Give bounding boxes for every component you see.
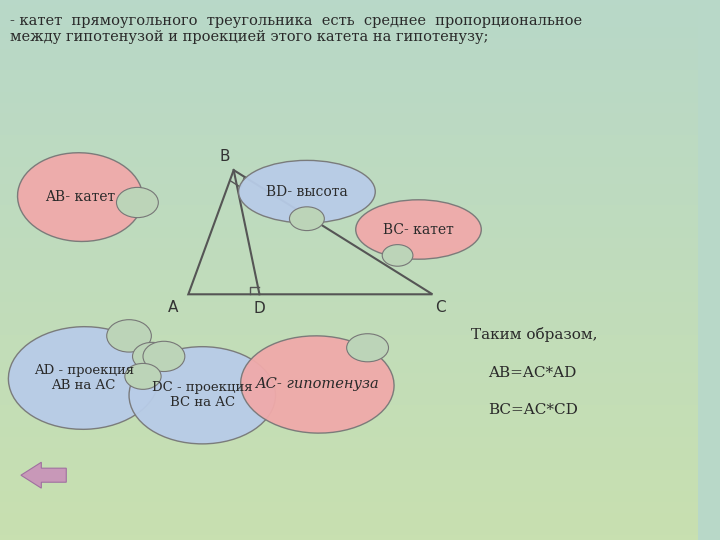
Polygon shape	[21, 462, 66, 488]
Text: BC=AC*CD: BC=AC*CD	[488, 403, 578, 417]
Text: Таким образом,: Таким образом,	[471, 327, 598, 342]
Ellipse shape	[289, 207, 324, 231]
Text: B: B	[220, 149, 230, 164]
Ellipse shape	[240, 336, 394, 433]
Text: A: A	[168, 300, 178, 315]
Ellipse shape	[107, 320, 151, 352]
Text: D: D	[253, 301, 266, 316]
Text: AB=AC*AD: AB=AC*AD	[488, 366, 577, 380]
Ellipse shape	[143, 341, 185, 372]
Ellipse shape	[9, 327, 159, 429]
Text: AD - проекция
AB на AC: AD - проекция AB на AC	[34, 364, 134, 392]
Text: C: C	[436, 300, 446, 315]
Text: AC- гипотенуза: AC- гипотенуза	[256, 377, 379, 392]
Text: BD- высота: BD- высота	[266, 185, 348, 199]
Text: AB- катет: AB- катет	[45, 190, 115, 204]
Ellipse shape	[382, 245, 413, 266]
Ellipse shape	[125, 363, 161, 389]
Text: - катет  прямоугольного  треугольника  есть  среднее  пропорциональное
между гип: - катет прямоугольного треугольника есть…	[11, 14, 582, 44]
Text: DC - проекция
BC на AC: DC - проекция BC на AC	[152, 381, 253, 409]
Ellipse shape	[346, 334, 389, 362]
Ellipse shape	[356, 200, 481, 259]
Ellipse shape	[129, 347, 276, 444]
Text: BC- катет: BC- катет	[383, 222, 454, 237]
Ellipse shape	[238, 160, 375, 223]
Ellipse shape	[117, 187, 158, 218]
Ellipse shape	[17, 153, 143, 241]
Ellipse shape	[132, 342, 171, 370]
